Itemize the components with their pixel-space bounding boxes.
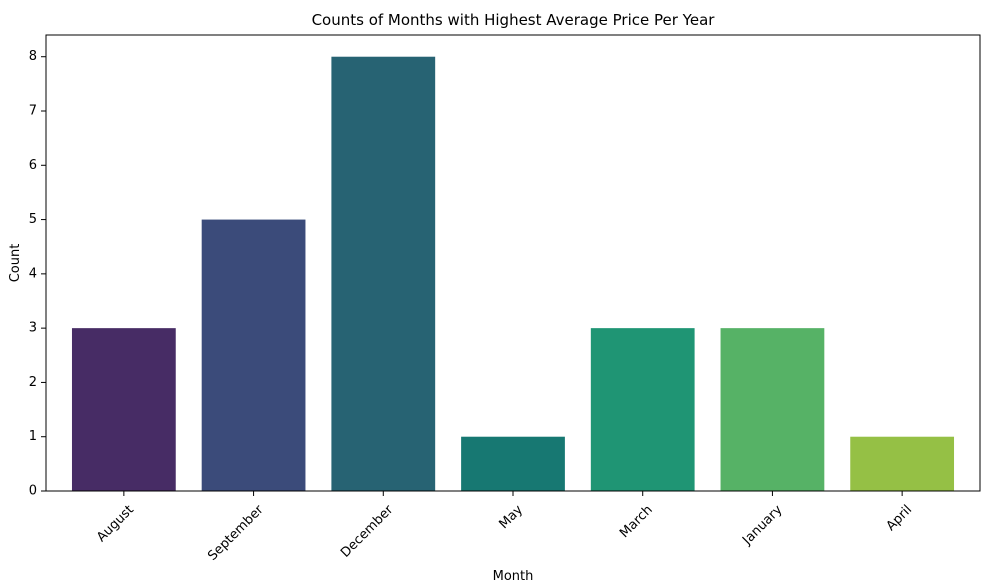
y-tick-label-6: 6 bbox=[29, 158, 37, 173]
y-axis-label: Count bbox=[8, 244, 23, 283]
bar-january bbox=[720, 328, 825, 491]
y-axis: 0 1 2 3 4 5 6 7 8 bbox=[29, 49, 46, 499]
chart-title: Counts of Months with Highest Average Pr… bbox=[312, 11, 716, 29]
x-axis: August September December May March January Ap… bbox=[94, 491, 915, 564]
plot-frame bbox=[45, 34, 981, 492]
y-tick-label-3: 3 bbox=[29, 321, 37, 336]
x-tick-label-december: December bbox=[338, 502, 397, 561]
y-tick-label-5: 5 bbox=[29, 212, 37, 227]
y-tick-label-2: 2 bbox=[29, 375, 37, 390]
y-tick-label-4: 4 bbox=[29, 266, 37, 281]
x-tick-label-april: April bbox=[884, 502, 916, 534]
y-tick-label-7: 7 bbox=[29, 104, 37, 119]
bar-march bbox=[590, 328, 695, 491]
y-tick-label-0: 0 bbox=[29, 484, 37, 499]
bar-december bbox=[331, 56, 436, 491]
x-tick-label-january: January bbox=[739, 502, 785, 548]
x-tick-label-august: August bbox=[94, 502, 137, 545]
bar-april bbox=[850, 436, 955, 491]
bar-august bbox=[71, 328, 176, 491]
x-axis-label: Month bbox=[493, 569, 534, 584]
y-tick-label-1: 1 bbox=[29, 429, 37, 444]
bar-may bbox=[461, 436, 565, 491]
x-tick-label-march: March bbox=[617, 502, 656, 541]
bars-group bbox=[71, 56, 955, 492]
y-tick-label-8: 8 bbox=[29, 49, 37, 64]
x-tick-label-may: May bbox=[496, 502, 526, 532]
bar-september bbox=[201, 219, 306, 492]
x-tick-label-september: September bbox=[205, 502, 267, 564]
